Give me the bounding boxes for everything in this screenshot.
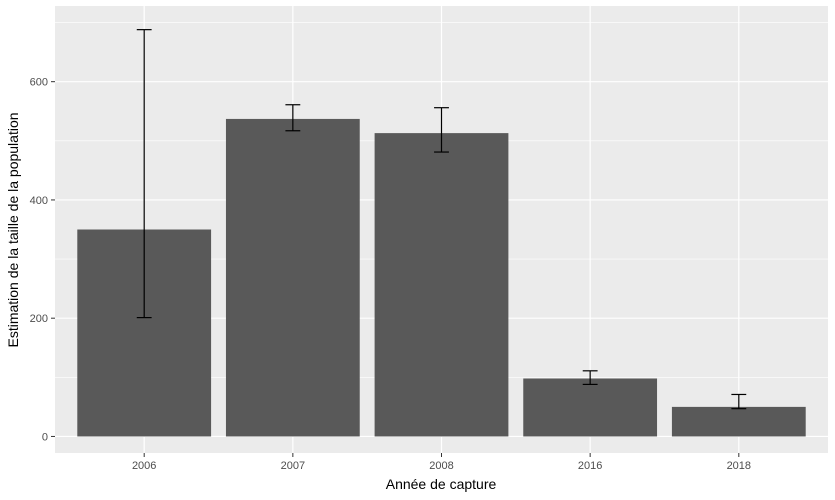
y-tick-label: 0 xyxy=(42,431,48,443)
x-axis: 2006 2007 2008 2016 2018 xyxy=(132,453,751,472)
x-tick-label: 2018 xyxy=(727,460,751,472)
x-axis-title: Année de capture xyxy=(386,476,497,492)
x-tick-label: 2008 xyxy=(429,460,453,472)
x-tick-label: 2016 xyxy=(578,460,602,472)
y-axis-title: Estimation de la taille de la population xyxy=(5,112,21,347)
y-axis: 0 200 400 600 xyxy=(30,77,55,443)
y-tick-label: 400 xyxy=(30,195,48,207)
bar-2018 xyxy=(671,406,806,437)
y-tick-label: 600 xyxy=(30,77,48,89)
y-tick-label: 200 xyxy=(30,313,48,325)
bar-2007 xyxy=(225,118,360,437)
error-bars xyxy=(136,29,747,410)
bars xyxy=(77,118,806,437)
bar-2016 xyxy=(523,378,658,437)
x-tick-label: 2006 xyxy=(132,460,156,472)
x-tick-label: 2007 xyxy=(281,460,305,472)
bar-2008 xyxy=(374,133,509,437)
